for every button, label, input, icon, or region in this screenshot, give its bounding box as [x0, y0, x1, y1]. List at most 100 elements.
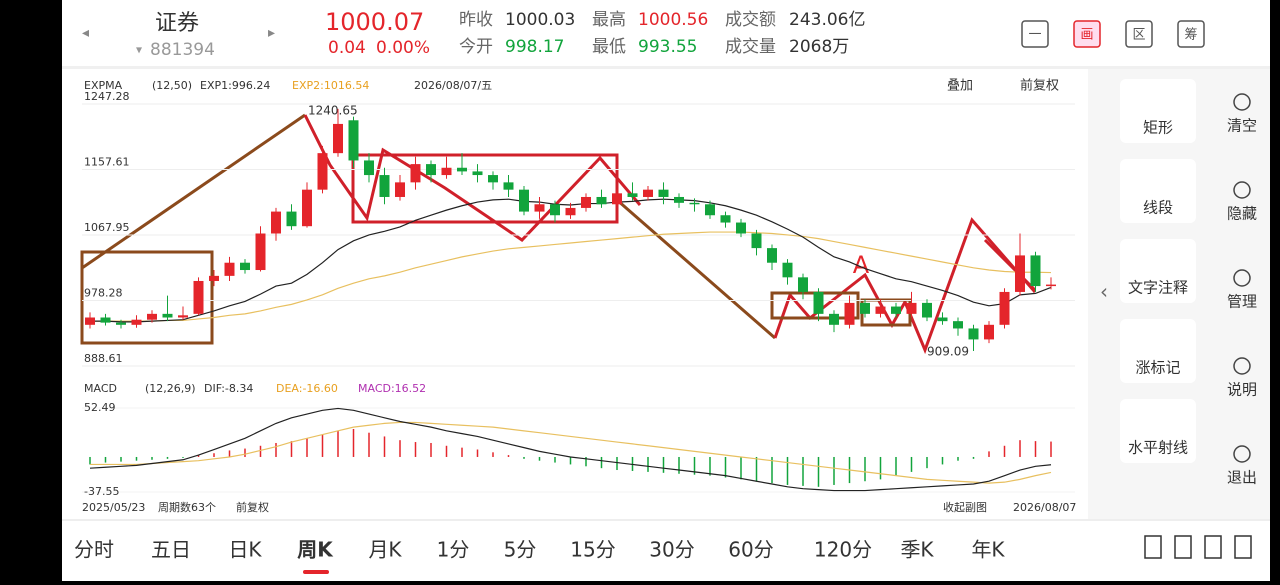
tool-button[interactable] [1120, 319, 1196, 383]
tab[interactable]: 周K [297, 538, 334, 562]
stat-label: 今开 [459, 37, 493, 57]
candle-body [658, 189, 669, 197]
action-icon[interactable] [1233, 181, 1251, 199]
action-icon[interactable] [1233, 357, 1251, 375]
collapse[interactable]: 收起副图 [943, 500, 987, 514]
stat-value: 243.06亿 [789, 10, 865, 30]
icon-label: 区 [1132, 28, 1145, 43]
candle-body [643, 189, 653, 197]
tool-label: 涨标记 [1135, 359, 1180, 377]
stat-label: 成交额 [725, 10, 776, 30]
candle-body [767, 248, 777, 263]
next-arrow[interactable]: ▸ [268, 25, 275, 41]
indicator[interactable]: EXPMA [84, 79, 123, 92]
tool-button[interactable] [1120, 159, 1196, 223]
drawn-rect [351, 153, 619, 224]
footer-adjust: 前复权 [236, 500, 269, 514]
tab[interactable]: 分时 [74, 538, 114, 562]
candle-body [829, 313, 839, 325]
tab[interactable]: 30分 [649, 538, 694, 562]
macd-label: MACD:16.52 [358, 382, 426, 395]
icon-button[interactable] [1125, 20, 1153, 48]
candle-body [612, 193, 622, 205]
action-icon[interactable] [1233, 93, 1251, 111]
stat-value: 993.55 [638, 37, 697, 57]
candle-body [906, 302, 917, 314]
count: 周期数63个 [158, 501, 216, 514]
candle-body [1015, 255, 1025, 292]
drawn-line [81, 113, 306, 270]
candle-body [116, 322, 126, 325]
candle-body [85, 317, 95, 325]
candle-body [844, 302, 855, 325]
action-label: 隐藏 [1227, 205, 1257, 223]
action-icon[interactable] [1233, 269, 1251, 287]
tab[interactable]: 1分 [437, 538, 470, 562]
collapse-toolbar[interactable]: ‹ [1100, 280, 1108, 304]
caret: ▾ [136, 43, 142, 57]
candle-body [534, 204, 545, 212]
candle-body [550, 204, 560, 216]
tab[interactable]: 年K [971, 538, 1005, 562]
candle-body [782, 262, 793, 278]
action-label: 说明 [1227, 381, 1257, 399]
adjust[interactable]: 前复权 [1020, 78, 1059, 94]
price: 1000.07 [325, 8, 424, 36]
stat-value: 1000.56 [638, 10, 708, 30]
candle-body [209, 275, 219, 281]
overlay[interactable]: 叠加 [947, 79, 973, 94]
stat-value: 998.17 [505, 37, 564, 57]
dea-label: DEA:-16.60 [276, 382, 338, 395]
drawn-rect [80, 250, 214, 345]
candle-body [689, 202, 700, 205]
action-label: 管理 [1227, 293, 1257, 311]
tab[interactable]: 五日 [151, 538, 191, 562]
tab[interactable]: 季K [900, 538, 934, 562]
tool-button[interactable] [1120, 399, 1196, 463]
start-date: 2025/05/23 [82, 501, 145, 514]
candle-body [100, 317, 111, 323]
icon-button[interactable] [1021, 20, 1049, 48]
action-icon[interactable] [1233, 445, 1251, 463]
params: (12,50) [152, 79, 192, 92]
stock-code: 881394 [150, 40, 215, 60]
tab[interactable]: 5分 [504, 538, 537, 562]
right-blocks [1144, 535, 1252, 559]
tool-button[interactable] [1120, 79, 1196, 143]
tab[interactable]: 120分 [814, 538, 872, 562]
tool-button[interactable] [1120, 239, 1196, 303]
candle-body [472, 171, 483, 176]
y-tick-label: 978.28 [84, 286, 123, 299]
stat-label: 昨收 [459, 10, 493, 30]
divider [62, 66, 1270, 69]
tab[interactable]: 月K [368, 538, 402, 562]
candle-body [798, 277, 808, 292]
macd-indicator[interactable]: MACD [84, 382, 117, 395]
candle-body [488, 175, 498, 183]
icon-button[interactable] [1177, 20, 1205, 48]
tab[interactable]: 60分 [728, 538, 773, 562]
action-label: 清空 [1227, 117, 1257, 135]
candle-body [379, 175, 390, 197]
candle-body [891, 306, 901, 314]
candle-body [968, 328, 979, 340]
app-bg [62, 0, 1270, 581]
candle-body [1030, 255, 1041, 287]
candle-body [503, 182, 514, 190]
candle-body [937, 317, 948, 322]
prev-arrow[interactable]: ◂ [82, 25, 89, 41]
candle-body [333, 123, 343, 154]
y-tick-label: 1247.28 [84, 90, 130, 103]
tab[interactable]: 15分 [570, 538, 615, 562]
tab[interactable]: 日K [228, 538, 262, 562]
candle-body [317, 153, 328, 190]
block [1174, 535, 1192, 559]
tool-label: 矩形 [1143, 119, 1173, 137]
icon-button[interactable] [1073, 20, 1101, 48]
change-pct: 0.00% [376, 38, 430, 58]
stock-name: 证券 [155, 11, 199, 36]
candle-body [302, 189, 312, 227]
mark-letter: A [853, 251, 870, 279]
